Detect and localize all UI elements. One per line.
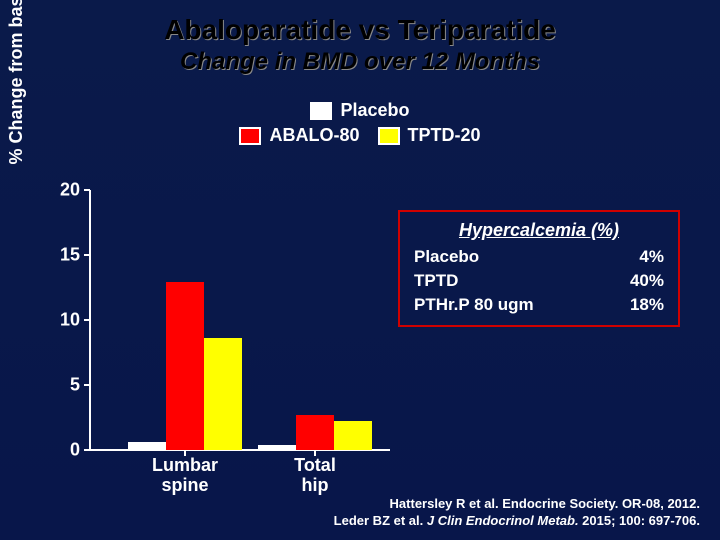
hyper-value: 18% xyxy=(630,295,664,315)
y-axis-label: % Change from baseline xyxy=(6,0,27,190)
citation-line-1: Hattersley R et al. Endocrine Society. O… xyxy=(334,495,700,513)
bar-lumbar-tptd xyxy=(204,338,242,450)
x-category-label: Totalhip xyxy=(260,450,370,496)
swatch-placebo xyxy=(310,102,332,120)
bar-hip-tptd xyxy=(334,421,372,450)
citation-prefix: Leder BZ et al. xyxy=(334,513,427,528)
hypercalcemia-title: Hypercalcemia (%) xyxy=(414,220,664,241)
bar-chart: 05101520LumbarspineTotalhip xyxy=(90,190,390,450)
legend-label-abalo: ABALO-80 xyxy=(269,125,359,146)
y-tick-label: 15 xyxy=(40,245,80,266)
citation-line-2: Leder BZ et al. J Clin Endocrinol Metab.… xyxy=(334,512,700,530)
citation-suffix: 2015; 100: 697-706. xyxy=(579,513,700,528)
hyper-row: PTHr.P 80 ugm 18% xyxy=(414,295,664,315)
hyper-label: Placebo xyxy=(414,247,479,267)
hypercalcemia-box: Hypercalcemia (%) Placebo 4% TPTD 40% PT… xyxy=(398,210,680,327)
y-tick-label: 20 xyxy=(40,180,80,201)
citation-journal: J Clin Endocrinol Metab. xyxy=(427,513,579,528)
citations: Hattersley R et al. Endocrine Society. O… xyxy=(334,495,700,530)
y-tick-label: 0 xyxy=(40,440,80,461)
x-category-label: Lumbarspine xyxy=(130,450,240,496)
hyper-label: TPTD xyxy=(414,271,458,291)
bar-lumbar-placebo xyxy=(128,442,166,450)
slide-title: Abaloparatide vs Teriparatide xyxy=(0,0,720,46)
legend-label-tptd: TPTD-20 xyxy=(408,125,481,146)
y-tick-label: 10 xyxy=(40,310,80,331)
hyper-row: TPTD 40% xyxy=(414,271,664,291)
hyper-label: PTHr.P 80 ugm xyxy=(414,295,534,315)
swatch-tptd xyxy=(378,127,400,145)
legend-item-abalo: ABALO-80 xyxy=(239,125,359,146)
hyper-value: 4% xyxy=(639,247,664,267)
legend-label-placebo: Placebo xyxy=(340,100,409,121)
hyper-row: Placebo 4% xyxy=(414,247,664,267)
slide-subtitle: Change in BMD over 12 Months xyxy=(0,48,720,76)
legend-item-tptd: TPTD-20 xyxy=(378,125,481,146)
swatch-abalo xyxy=(239,127,261,145)
legend-item-placebo: Placebo xyxy=(310,100,409,121)
bar-hip-abalo xyxy=(296,415,334,450)
y-tick-label: 5 xyxy=(40,375,80,396)
hyper-value: 40% xyxy=(630,271,664,291)
legend: Placebo ABALO-80 TPTD-20 xyxy=(0,100,720,150)
bar-lumbar-abalo xyxy=(166,282,204,450)
